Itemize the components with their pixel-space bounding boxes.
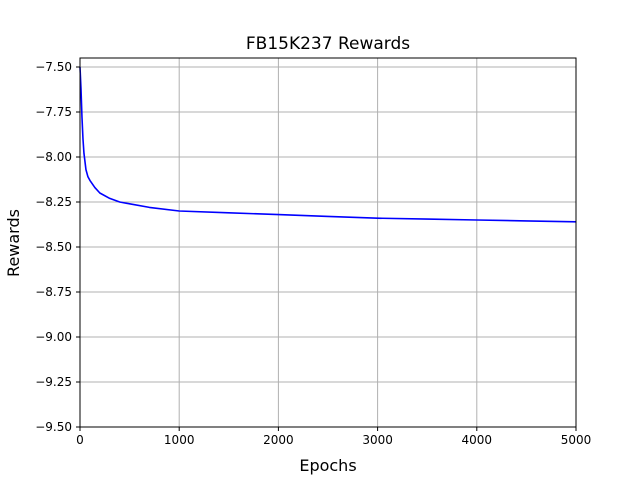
y-tick-label: −7.50 — [35, 60, 72, 74]
y-tick-label: −7.75 — [35, 105, 72, 119]
y-tick-label: −9.50 — [35, 420, 72, 434]
y-tick-label: −8.75 — [35, 285, 72, 299]
x-tick-label: 4000 — [462, 433, 493, 447]
y-tick-label: −8.50 — [35, 240, 72, 254]
x-tick-label: 5000 — [561, 433, 592, 447]
series-layer — [79, 66, 577, 223]
y-tick-label: −8.00 — [35, 150, 72, 164]
y-axis-title: Rewards — [4, 209, 23, 277]
chart-title: FB15K237 Rewards — [246, 34, 410, 54]
x-tick-label: 1000 — [164, 433, 195, 447]
plot-area-background — [80, 58, 576, 427]
x-tick-label: 0 — [76, 433, 84, 447]
axis-ticks: 0 1000 2000 3000 4000 5000 −7.50 −7.75 −8.00 −8.2… — [35, 60, 591, 447]
y-tick-label: −8.25 — [35, 195, 72, 209]
x-tick-label: 2000 — [263, 433, 294, 447]
plot-frame — [79, 57, 577, 428]
x-tick-label: 3000 — [362, 433, 393, 447]
y-tick-label: −9.00 — [35, 330, 72, 344]
x-axis-title: Epochs — [299, 456, 356, 475]
rewards-series-line — [79, 66, 577, 223]
y-tick-label: −9.25 — [35, 375, 72, 389]
